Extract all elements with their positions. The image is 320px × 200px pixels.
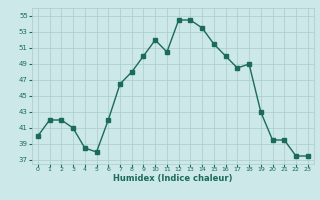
- X-axis label: Humidex (Indice chaleur): Humidex (Indice chaleur): [113, 174, 233, 183]
